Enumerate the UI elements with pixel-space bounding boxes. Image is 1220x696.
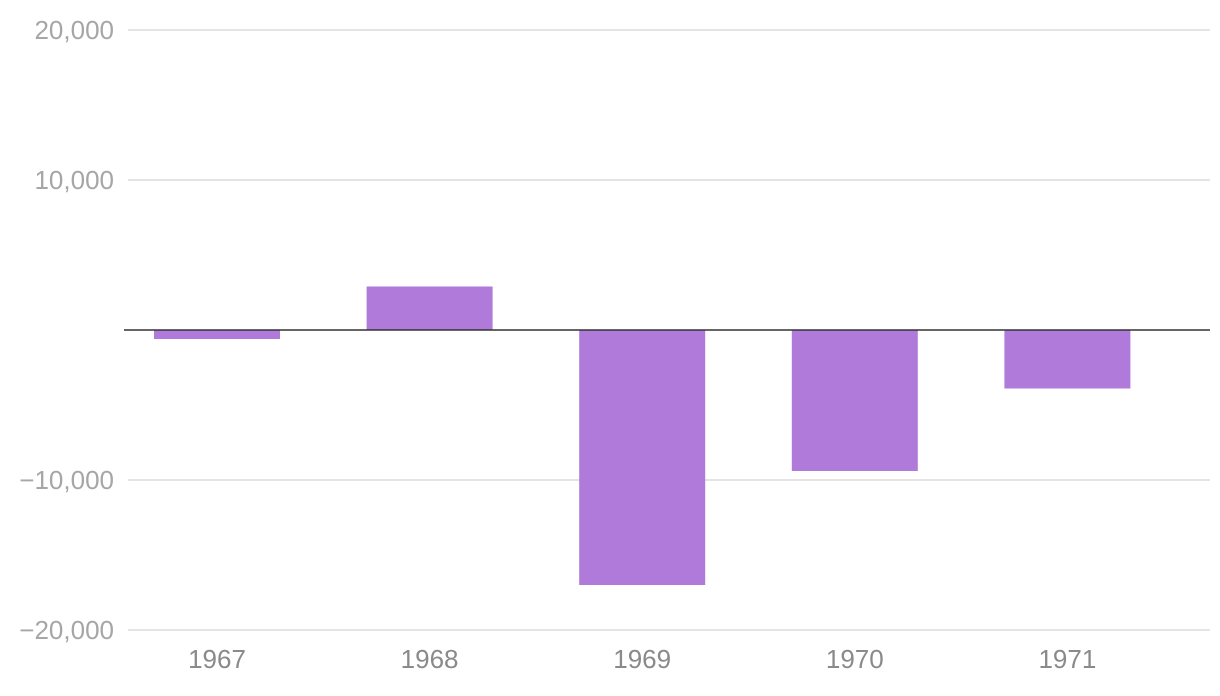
x-tick-label: 1968 <box>401 644 459 674</box>
bar-1968 <box>366 286 493 330</box>
bar-1967 <box>154 330 280 339</box>
y-tick-label: −10,000 <box>19 465 114 495</box>
x-tick-label: 1970 <box>826 644 884 674</box>
y-tick-label: −20,000 <box>19 615 114 645</box>
x-tick-label: 1969 <box>613 644 671 674</box>
x-tick-label: 1971 <box>1038 644 1096 674</box>
bars <box>154 286 1131 585</box>
bar-1969 <box>579 330 706 585</box>
y-tick-label: 20,000 <box>34 15 114 45</box>
bar-1970 <box>791 330 918 471</box>
y-axis-ticks: 20,000 10,000 −10,000 −20,000 <box>19 15 114 645</box>
bar-1971 <box>1004 330 1131 389</box>
x-axis-ticks: 1967 1968 1969 1970 1971 <box>188 644 1096 674</box>
x-tick-label: 1967 <box>188 644 246 674</box>
y-tick-label: 10,000 <box>34 165 114 195</box>
